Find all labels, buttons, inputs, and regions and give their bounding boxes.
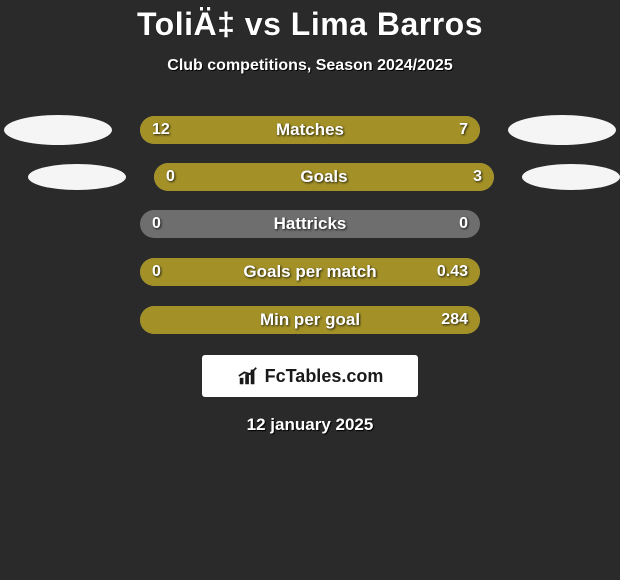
stat-value-right: 0.43 — [437, 258, 468, 286]
player-oval-right — [508, 115, 616, 145]
fctables-badge[interactable]: FcTables.com — [202, 355, 418, 397]
player-oval-left — [28, 164, 126, 190]
stat-row: 0 Goals 3 — [0, 163, 620, 191]
spacer — [4, 305, 112, 335]
chart-icon — [237, 365, 259, 387]
stat-label: Min per goal — [140, 306, 480, 334]
page-title: ToliÄ‡ vs Lima Barros — [0, 6, 620, 43]
spacer — [4, 257, 112, 287]
badge-text: FcTables.com — [265, 366, 384, 387]
subtitle: Club competitions, Season 2024/2025 — [0, 57, 620, 75]
stat-value-right: 284 — [441, 306, 468, 334]
player-oval-right — [522, 164, 620, 190]
stats-list: 12 Matches 7 0 Goals 3 0 Hattricks — [0, 115, 620, 335]
stat-bar-hattricks: 0 Hattricks 0 — [140, 210, 480, 238]
comparison-card: ToliÄ‡ vs Lima Barros Club competitions,… — [0, 0, 620, 580]
stat-row: 0 Hattricks 0 — [0, 209, 620, 239]
stat-value-right: 3 — [473, 163, 482, 191]
spacer — [508, 209, 616, 239]
stat-label: Goals per match — [140, 258, 480, 286]
stat-bar-goals: 0 Goals 3 — [154, 163, 494, 191]
stat-label: Hattricks — [140, 210, 480, 238]
stat-value-right: 7 — [459, 116, 468, 144]
player-oval-left — [4, 115, 112, 145]
stat-bar-mpg: Min per goal 284 — [140, 306, 480, 334]
stat-bar-matches: 12 Matches 7 — [140, 116, 480, 144]
spacer — [508, 305, 616, 335]
spacer — [508, 257, 616, 287]
stat-label: Goals — [154, 163, 494, 191]
date-label: 12 january 2025 — [0, 415, 620, 435]
spacer — [4, 209, 112, 239]
stat-value-right: 0 — [459, 210, 468, 238]
stat-row: 12 Matches 7 — [0, 115, 620, 145]
stat-bar-gpm: 0 Goals per match 0.43 — [140, 258, 480, 286]
stat-label: Matches — [140, 116, 480, 144]
stat-row: 0 Goals per match 0.43 — [0, 257, 620, 287]
stat-row: Min per goal 284 — [0, 305, 620, 335]
